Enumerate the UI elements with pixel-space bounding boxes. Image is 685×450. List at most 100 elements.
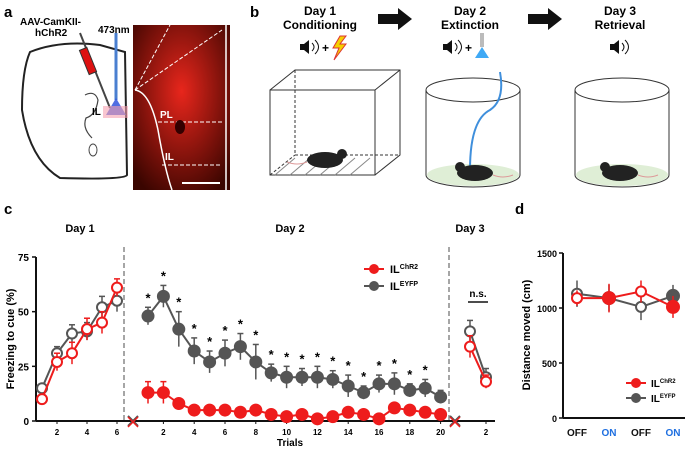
x-tick-label: 8 xyxy=(254,428,259,437)
retrieval-chamber xyxy=(574,77,670,188)
data-point-chr2 xyxy=(156,386,170,400)
panel-label-c: c xyxy=(4,201,12,218)
day3-title: Day 3 xyxy=(604,4,636,18)
significance-star: * xyxy=(407,367,413,382)
data-point-chr2 xyxy=(295,407,309,421)
data-point-chr2 xyxy=(249,403,263,417)
significance-star: * xyxy=(299,352,305,367)
data-point-chr2 xyxy=(357,407,371,421)
mouse-icon xyxy=(600,162,659,181)
data-point-eyfp xyxy=(187,344,201,358)
x-tick-label: 14 xyxy=(344,428,353,437)
data-point-eyfp xyxy=(249,355,263,369)
data-point-chr2 xyxy=(187,403,201,417)
x-tick-label: 4 xyxy=(85,428,90,437)
day3-subtitle: Retrieval xyxy=(595,18,646,32)
mouse-icon xyxy=(455,162,514,181)
significance-star: * xyxy=(376,358,382,373)
x-tick-label: 20 xyxy=(436,428,445,437)
data-point-eyfp xyxy=(66,327,78,340)
data-point-eyfp xyxy=(96,301,108,314)
data-point-eyfp xyxy=(418,381,432,395)
shock-icon xyxy=(332,35,347,61)
data-point-chr2 xyxy=(434,407,448,421)
brain-ventricle xyxy=(84,92,99,139)
data-point-eyfp xyxy=(635,300,647,313)
data-point-eyfp xyxy=(387,377,401,391)
speaker-icon xyxy=(443,39,462,55)
x-tick-label: 6 xyxy=(115,428,120,437)
significance-star: * xyxy=(315,349,321,364)
brain-section-outline xyxy=(20,42,129,180)
panel-label-a: a xyxy=(4,4,13,21)
data-point-eyfp xyxy=(156,289,170,303)
tissue-boundary xyxy=(134,89,173,191)
laser-icon xyxy=(480,33,484,47)
data-point-eyfp xyxy=(326,372,340,386)
data-point-eyfp xyxy=(141,309,155,323)
y-axis-label: Distance moved (cm) xyxy=(521,279,533,390)
legend-label: ILChR2 xyxy=(390,264,418,276)
fiber-cable xyxy=(469,71,503,171)
data-point-eyfp xyxy=(357,386,371,400)
data-point-chr2 xyxy=(96,316,108,329)
legend-marker xyxy=(631,378,641,388)
significance-star: * xyxy=(207,334,213,349)
day1-title: Day 1 xyxy=(304,4,336,18)
data-point-chr2 xyxy=(403,403,417,417)
data-point-chr2 xyxy=(418,405,432,419)
data-point-chr2 xyxy=(203,403,217,417)
plus-sign: + xyxy=(322,41,329,55)
legend-marker xyxy=(631,393,641,403)
series-line-eyfp xyxy=(576,292,674,308)
significance-star: * xyxy=(269,347,275,362)
significance-star: * xyxy=(176,295,182,310)
significance-star: * xyxy=(253,327,259,342)
data-point-chr2 xyxy=(571,292,583,305)
speaker-icon xyxy=(610,39,629,55)
data-point-eyfp xyxy=(310,370,324,384)
y-tick-label: 500 xyxy=(542,359,557,369)
y-tick-label: 0 xyxy=(552,414,557,424)
brain-commissure xyxy=(88,143,98,157)
arrow-icon xyxy=(528,8,562,30)
data-point-chr2 xyxy=(310,412,324,426)
x-axis-label: Trials xyxy=(277,438,304,449)
arrow-icon xyxy=(378,8,412,30)
data-point-chr2 xyxy=(233,405,247,419)
y-tick-label: 75 xyxy=(18,253,30,264)
data-point-eyfp xyxy=(203,355,217,369)
data-point-chr2 xyxy=(51,355,63,368)
y-tick-label: 1500 xyxy=(537,249,557,259)
x-tick-label: 2 xyxy=(484,428,489,437)
data-point-chr2 xyxy=(66,347,78,360)
data-point-chr2 xyxy=(480,375,492,388)
speaker-icon xyxy=(300,39,319,55)
section-title: Day 3 xyxy=(455,223,484,235)
x-category-label: OFF xyxy=(631,428,651,439)
day2-title: Day 2 xyxy=(454,4,486,18)
data-point-eyfp xyxy=(218,346,232,360)
extinction-chamber xyxy=(425,71,521,188)
data-point-eyfp xyxy=(280,370,294,384)
data-point-chr2 xyxy=(172,397,186,411)
data-point-chr2 xyxy=(602,291,616,306)
data-point-chr2 xyxy=(341,405,355,419)
significance-star: * xyxy=(423,362,429,377)
legend-marker xyxy=(369,281,379,291)
data-point-eyfp xyxy=(403,383,417,397)
laser-light xyxy=(475,47,489,58)
x-tick-label: 18 xyxy=(405,428,414,437)
significance-star: * xyxy=(145,290,151,305)
data-point-eyfp xyxy=(233,340,247,354)
ns-annotation: n.s. xyxy=(469,289,486,300)
data-point-chr2 xyxy=(464,340,476,353)
data-point-chr2 xyxy=(36,393,48,406)
series-line-eyfp xyxy=(469,331,487,378)
data-point-chr2 xyxy=(326,410,340,424)
image-label-il: IL xyxy=(165,152,174,163)
laser-label: 473nm xyxy=(98,25,130,36)
data-point-chr2 xyxy=(141,386,155,400)
